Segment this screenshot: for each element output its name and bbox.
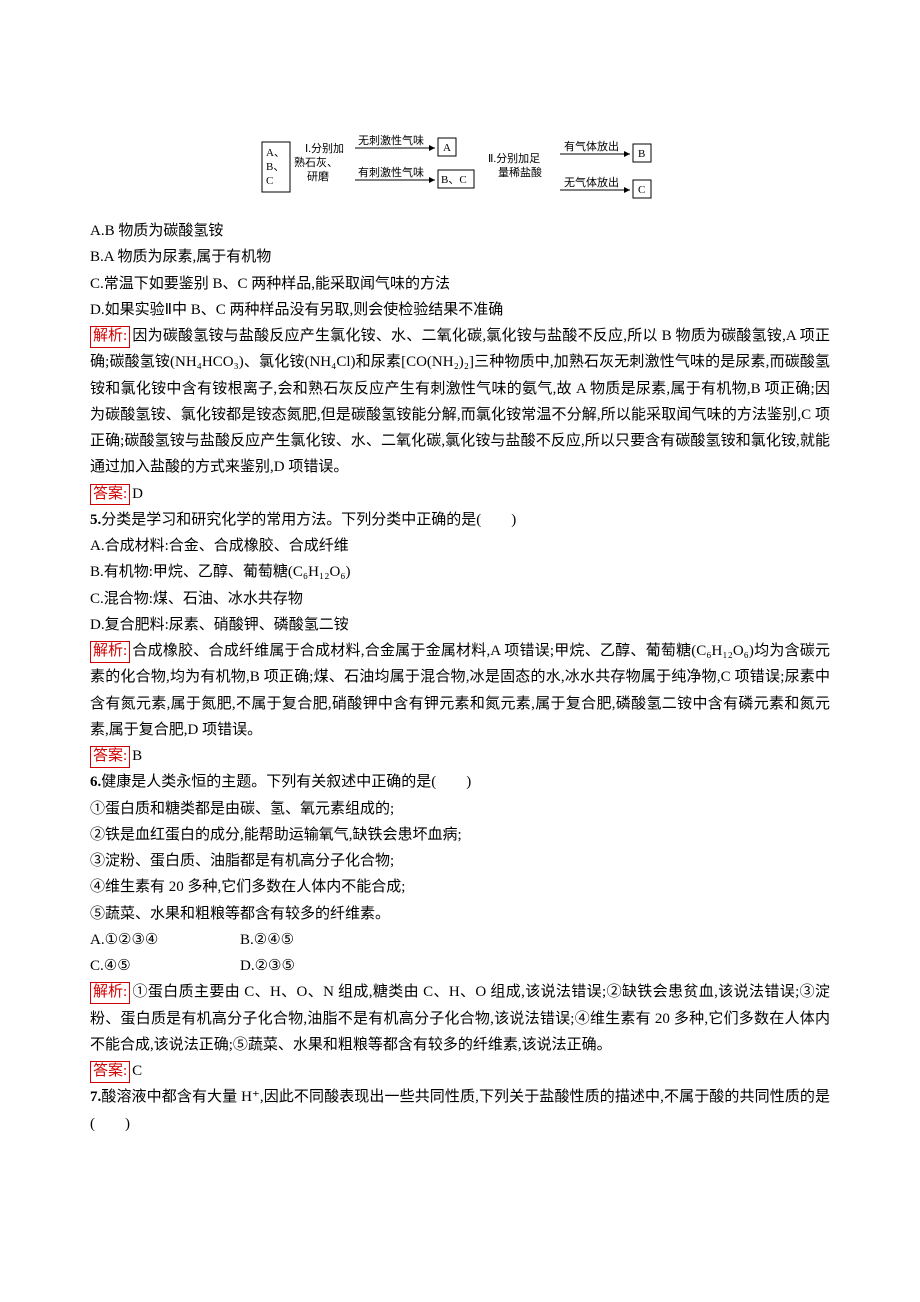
svg-text:A: A: [443, 142, 451, 154]
q6-optB: B.②④⑤: [240, 927, 294, 953]
analysis-tag: 解析:: [90, 982, 130, 1004]
svg-text:Ⅱ.分别加足: Ⅱ.分别加足: [488, 152, 540, 165]
q6-s2: ②铁是血红蛋白的成分,能帮助运输氧气,缺铁会患坏血病;: [90, 822, 830, 848]
q6-s1: ①蛋白质和糖类都是由碳、氢、氧元素组成的;: [90, 796, 830, 822]
q6-s5: ⑤蔬菜、水果和粗粮等都含有较多的纤维素。: [90, 901, 830, 927]
answer-tag: 答案:: [90, 1061, 130, 1083]
svg-text:有气体放出: 有气体放出: [564, 139, 619, 153]
svg-text:A、: A、: [266, 147, 285, 159]
q6-stem-text: 健康是人类永恒的主题。下列有关叙述中正确的是( ): [101, 774, 471, 790]
q5-stem: 5.分类是学习和研究化学的常用方法。下列分类中正确的是( ): [90, 507, 830, 533]
q6-analysis-text: ①蛋白质主要由 C、H、O、N 组成,糖类由 C、H、O 组成,该说法错误;②缺…: [90, 984, 830, 1053]
q4-analysis: 解析:因为碳酸氢铵与盐酸反应产生氯化铵、水、二氧化碳,氯化铵与盐酸不反应,所以 …: [90, 323, 830, 481]
q5-stem-text: 分类是学习和研究化学的常用方法。下列分类中正确的是( ): [101, 512, 516, 528]
q4-optC: C.常温下如要鉴别 B、C 两种样品,能采取闻气味的方法: [90, 271, 830, 297]
svg-text:熟石灰、: 熟石灰、: [294, 155, 338, 169]
q6-opts-row2: C.④⑤D.②③⑤: [90, 953, 830, 979]
q5-num: 5.: [90, 512, 101, 528]
svg-text:B: B: [638, 148, 645, 160]
analysis-tag: 解析:: [90, 326, 130, 348]
q6-analysis: 解析:①蛋白质主要由 C、H、O、N 组成,糖类由 C、H、O 组成,该说法错误…: [90, 979, 830, 1058]
analysis-tag: 解析:: [90, 641, 130, 663]
answer-tag: 答案:: [90, 746, 130, 768]
q4-answer: 答案:D: [90, 481, 830, 507]
q5-answer: 答案:B: [90, 743, 830, 769]
q6-num: 6.: [90, 774, 101, 790]
q4-optA: A.B 物质为碳酸氢铵: [90, 218, 830, 244]
svg-text:量稀盐酸: 量稀盐酸: [498, 165, 542, 179]
svg-text:研磨: 研磨: [307, 170, 329, 183]
svg-text:B、: B、: [266, 161, 284, 173]
q7-stem: 7.酸溶液中都含有大量 H⁺,因此不同酸表现出一些共同性质,下列关于盐酸性质的描…: [90, 1084, 830, 1137]
q6-answer: 答案:C: [90, 1058, 830, 1084]
no-smell-label: 无刺激性气味: [358, 133, 424, 147]
q6-s4: ④维生素有 20 多种,它们多数在人体内不能合成;: [90, 874, 830, 900]
q7-stem-text: 酸溶液中都含有大量 H⁺,因此不同酸表现出一些共同性质,下列关于盐酸性质的描述中…: [90, 1089, 830, 1131]
q4-analysis-text: 因为碳酸氢铵与盐酸反应产生氯化铵、水、二氧化碳,氯化铵与盐酸不反应,所以 B 物…: [90, 328, 830, 475]
q4-optD: D.如果实验Ⅱ中 B、C 两种样品没有另取,则会使检验结果不准确: [90, 297, 830, 323]
q6-opts-row1: A.①②③④B.②④⑤: [90, 927, 830, 953]
flow-diagram: text { font-family: SimSun, serif; font-…: [90, 130, 830, 210]
answer-tag: 答案:: [90, 484, 130, 506]
q5-analysis: 解析:合成橡胶、合成纤维属于合成材料,合金属于金属材料,A 项错误;甲烷、乙醇、…: [90, 638, 830, 743]
q5-answer-text: B: [132, 748, 142, 764]
q5-optD: D.复合肥料:尿素、硝酸钾、磷酸氢二铵: [90, 612, 830, 638]
q5-optA: A.合成材料:合金、合成橡胶、合成纤维: [90, 533, 830, 559]
q6-stem: 6.健康是人类永恒的主题。下列有关叙述中正确的是( ): [90, 769, 830, 795]
q6-optA: A.①②③④: [90, 927, 240, 953]
q6-optC: C.④⑤: [90, 953, 240, 979]
q7-num: 7.: [90, 1089, 101, 1105]
svg-text:Ⅰ.分别加: Ⅰ.分别加: [305, 142, 344, 155]
has-smell-label: 有刺激性气味: [358, 165, 424, 179]
q4-optB: B.A 物质为尿素,属于有机物: [90, 244, 830, 270]
svg-text:C: C: [266, 175, 273, 187]
q6-s3: ③淀粉、蛋白质、油脂都是有机高分子化合物;: [90, 848, 830, 874]
q6-optD: D.②③⑤: [240, 953, 295, 979]
q6-answer-text: C: [132, 1063, 142, 1079]
svg-text:B、C: B、C: [441, 174, 467, 186]
q5-optC: C.混合物:煤、石油、冰水共存物: [90, 586, 830, 612]
svg-text:C: C: [638, 184, 645, 196]
q4-answer-text: D: [132, 486, 143, 502]
svg-text:无气体放出: 无气体放出: [564, 175, 619, 189]
q5-optB: B.有机物:甲烷、乙醇、葡萄糖(C₆H₁₂O₆): [90, 559, 830, 585]
q5-analysis-text: 合成橡胶、合成纤维属于合成材料,合金属于金属材料,A 项错误;甲烷、乙醇、葡萄糖…: [90, 643, 830, 738]
